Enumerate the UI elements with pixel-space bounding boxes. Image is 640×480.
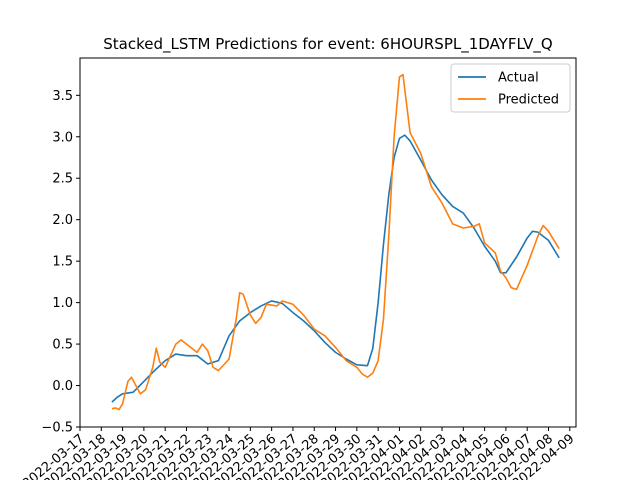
y-tick-label: −0.5 — [41, 421, 73, 436]
legend: Actual Predicted — [450, 63, 571, 113]
y-tick-label: 2.0 — [52, 213, 73, 228]
chart-title: Stacked_LSTM Predictions for event: 6HOU… — [103, 35, 552, 54]
legend-box — [450, 63, 571, 113]
y-axis: −0.5 0.0 0.5 1.0 1.5 2.0 2.5 3.0 3.5 — [41, 89, 80, 436]
legend-label-predicted: Predicted — [498, 93, 559, 108]
y-tick-label: 2.5 — [52, 172, 73, 187]
plot-frame — [79, 57, 577, 428]
plot-area — [79, 57, 577, 428]
series-line-predicted — [111, 73, 560, 411]
legend-label-actual: Actual — [498, 71, 539, 86]
series-line-actual — [111, 134, 560, 403]
y-tick-label: 0.5 — [52, 338, 73, 353]
y-tick-label: 1.5 — [52, 255, 73, 270]
y-tick-label: 1.0 — [52, 296, 73, 311]
y-tick-label: 3.0 — [52, 130, 73, 145]
y-tick-label: 3.5 — [52, 89, 73, 104]
y-tick-label: 0.0 — [52, 379, 73, 394]
x-axis: 2022-03-172022-03-182022-03-192022-03-20… — [20, 427, 577, 480]
